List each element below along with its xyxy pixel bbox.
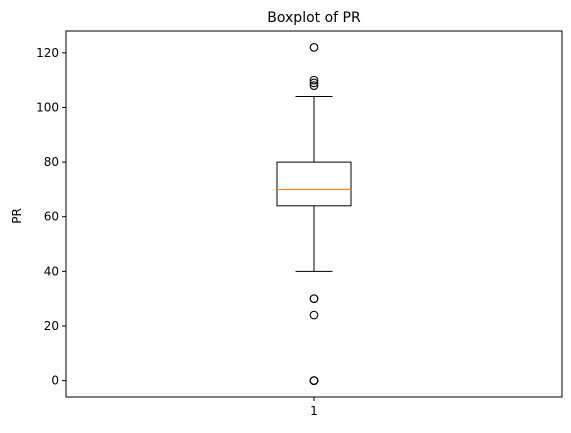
- y-tick-label: 40: [44, 264, 59, 278]
- axes-frame: [65, 30, 563, 398]
- y-tick-label: 80: [44, 155, 59, 169]
- y-tick-label: 100: [36, 100, 59, 114]
- y-tick-label: 60: [44, 210, 59, 224]
- y-tick-label: 120: [36, 46, 59, 60]
- y-axis-label: PR: [10, 208, 24, 224]
- outlier-point: [309, 294, 319, 304]
- outlier-point: [309, 310, 319, 320]
- outlier-point: [309, 81, 319, 90]
- x-tick-label: 1: [310, 404, 318, 418]
- plot-area: 0 20 40 60 80 100 120 1: [36, 43, 352, 418]
- chart-title: Boxplot of PR: [267, 10, 361, 26]
- outlier-point: [309, 43, 319, 52]
- y-tick-label: 20: [44, 319, 59, 333]
- outlier-point: [309, 75, 319, 85]
- y-tick-label: 0: [51, 374, 59, 388]
- outlier-point: [309, 376, 319, 385]
- outlier-point: [309, 78, 319, 88]
- iqr-box: [276, 161, 352, 207]
